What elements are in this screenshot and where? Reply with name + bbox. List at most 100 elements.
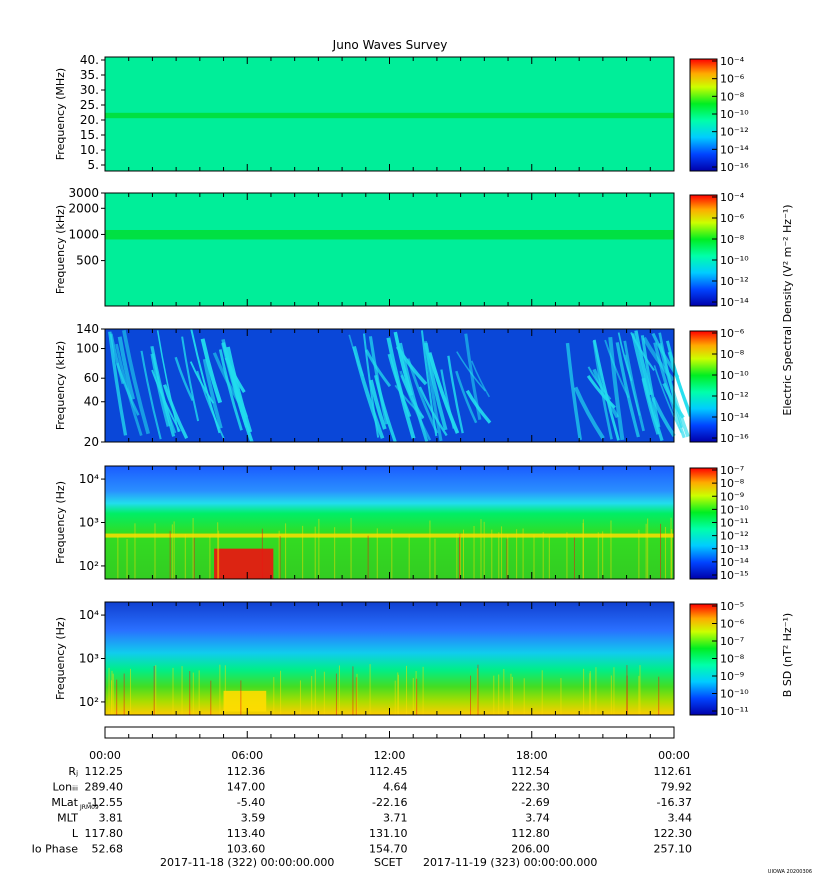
colorbar-tick-label: 10⁻⁵ — [720, 600, 744, 613]
panel-1: 40.35.30.25.20.15.10.5. Frequency (MHz) 10… — [54, 53, 749, 174]
ephemeris-label: Lonᵢᵢᵢ — [52, 781, 78, 794]
colorbar-scale — [689, 58, 718, 172]
radio-burst — [190, 328, 221, 434]
radio-burst — [423, 342, 448, 431]
ephemeris-value: 112.36 — [227, 765, 266, 778]
colorbar-scale — [689, 467, 718, 580]
emission-band — [105, 229, 674, 240]
colorbar-tick-label: 10⁻¹⁰ — [720, 108, 749, 121]
ephemeris-label: MLat — [51, 796, 78, 809]
spectrogram-background — [105, 193, 674, 306]
colorbar-tick-label: 10⁻¹⁰ — [720, 688, 749, 701]
radio-burst — [393, 331, 414, 396]
ephemeris-value: 3.81 — [99, 812, 124, 825]
ephemeris-value: -12.55 — [88, 796, 123, 809]
ephemeris-value: 3.74 — [525, 812, 550, 825]
radio-burst — [218, 349, 243, 431]
y-tick-label: 5. — [88, 158, 99, 172]
ephemeris-value: 112.45 — [369, 765, 408, 778]
footer-stamp: UIOWA 20200306 — [768, 869, 812, 875]
y-tick-label: 30. — [80, 83, 99, 97]
radio-burst — [455, 370, 478, 424]
colorbar-tick-label: 10⁻¹² — [720, 390, 749, 403]
colorbar-tick-label: 10⁻¹² — [720, 275, 749, 288]
footer-start: 2017-11-18 (322) 00:00:00.000 — [160, 856, 334, 869]
ephemeris-value: -2.69 — [521, 796, 549, 809]
y-tick-label: 15. — [80, 128, 99, 142]
time-label: 00:00 — [658, 749, 690, 762]
radio-burst — [615, 342, 641, 438]
colorbar-label-electric: Electric Spectral Density (V² m⁻² Hz⁻¹) — [781, 204, 794, 415]
radio-burst — [115, 343, 143, 437]
panel-3: 140 100 60 40 20 Frequency (kHz) 10⁻⁶ 10⁻⁸ 10⁻¹⁰… — [54, 322, 749, 449]
y-tick-label: 10² — [79, 559, 99, 573]
y-tick-label: 10. — [80, 143, 99, 157]
radio-burst — [464, 333, 482, 421]
ephemeris-value: -22.16 — [372, 796, 407, 809]
emission-band — [105, 112, 674, 119]
radio-burst — [163, 384, 189, 440]
radio-burst — [418, 386, 448, 437]
colorbar: 10⁻⁶ 10⁻⁸ 10⁻¹⁰ 10⁻¹² 10⁻¹⁴ 10⁻¹⁶ — [689, 327, 749, 445]
radio-burst — [181, 336, 200, 422]
radio-burst — [109, 333, 125, 385]
colorbar-label-magnetic: B SD (nT² Hz⁻¹) — [781, 613, 794, 697]
ephemeris-value: 4.64 — [383, 781, 408, 794]
colorbar-tick-label: 10⁻¹⁶ — [720, 161, 749, 174]
ephemeris-value: 117.80 — [85, 827, 124, 840]
radio-burst — [641, 377, 660, 435]
colorbar-tick-label: 10⁻⁹ — [720, 490, 744, 503]
radio-burst — [174, 356, 194, 402]
y-tick-label: 10² — [79, 695, 99, 709]
ephemeris-value: 112.61 — [654, 765, 693, 778]
y-tick-label: 40 — [84, 395, 99, 409]
radio-burst — [608, 337, 625, 441]
radio-burst — [369, 379, 387, 430]
radio-burst — [117, 336, 136, 400]
radio-burst — [108, 331, 128, 436]
y-tick-label: 20. — [80, 113, 99, 127]
radio-burst — [196, 370, 225, 439]
radio-burst — [586, 375, 616, 409]
ephemeris-value: 112.25 — [85, 765, 124, 778]
colorbar-tick-label: 10⁻¹⁰ — [720, 369, 749, 382]
colorbar-tick-label: 10⁻⁴ — [720, 191, 745, 204]
colorbar-scale — [689, 603, 718, 716]
colorbar-tick-label: 10⁻¹² — [720, 530, 749, 543]
colorbar-tick-label: 10⁻⁶ — [720, 618, 745, 631]
colorbar-tick-label: 10⁻⁶ — [720, 73, 745, 86]
time-label: 18:00 — [516, 749, 548, 762]
colorbar-tick-label: 10⁻⁸ — [720, 233, 745, 246]
footer-end: 2017-11-19 (323) 00:00:00.000 — [423, 856, 597, 869]
y-axis-label: Frequency (MHz) — [54, 68, 67, 160]
radio-burst — [604, 339, 630, 399]
spectrogram-background — [105, 602, 674, 715]
radio-burst — [587, 366, 612, 400]
radio-burst — [420, 330, 438, 437]
figure-title: Juno Waves Survey — [332, 38, 448, 52]
colorbar-tick-label: 10⁻¹⁰ — [720, 503, 749, 516]
radio-burst — [565, 342, 582, 441]
ephemeris-value: -16.37 — [657, 796, 692, 809]
ephemeris-value: 122.30 — [654, 827, 693, 840]
ephemeris-value: 113.40 — [227, 827, 266, 840]
colorbar-tick-label: 10⁻⁶ — [720, 212, 745, 225]
radio-burst — [665, 340, 692, 417]
colorbar-tick-label: 10⁻¹⁴ — [720, 411, 749, 424]
radio-burst — [658, 332, 684, 429]
panel-4: 10⁴ 10³ 10² Frequency (Hz) 10⁻⁷10⁻⁸10⁻⁹10⁻¹⁰… — [54, 464, 749, 582]
spectrogram-background — [105, 466, 674, 579]
colorbar-tick-label: 10⁻¹⁶ — [720, 432, 749, 445]
radio-burst — [592, 368, 619, 419]
radio-burst — [427, 352, 460, 434]
ephemeris-label: MLT — [57, 812, 78, 825]
emission-line — [105, 533, 674, 538]
ephemeris-value: 206.00 — [511, 843, 550, 856]
colorbar-tick-label: 10⁻⁹ — [720, 670, 744, 683]
radio-burst — [365, 349, 392, 388]
ephemeris-value: 154.70 — [369, 843, 408, 856]
y-tick-label: 20 — [84, 435, 99, 449]
colorbar: 10⁻⁵ 10⁻⁶ 10⁻⁷ 10⁻⁸ 10⁻⁹ 10⁻¹⁰ 10⁻¹¹ — [689, 600, 749, 718]
